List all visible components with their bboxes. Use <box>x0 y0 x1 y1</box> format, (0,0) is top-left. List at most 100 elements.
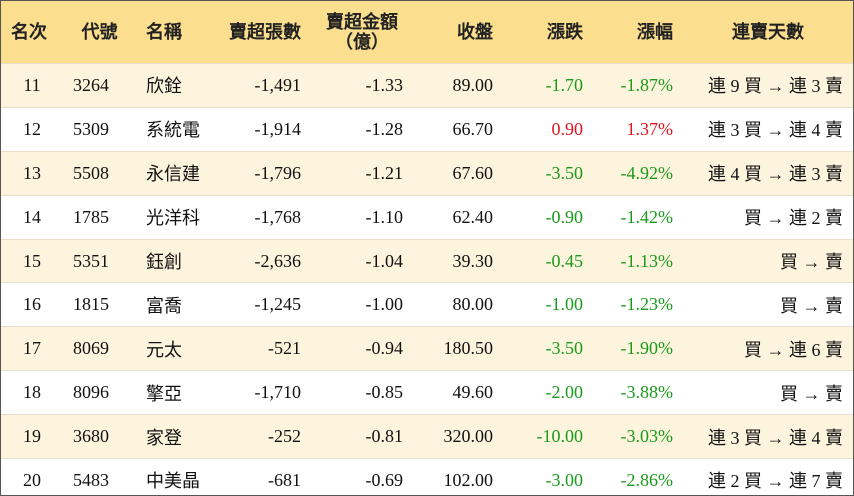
table-cell: 16 <box>1 282 63 327</box>
table-cell: 永信建 <box>136 150 216 196</box>
header-cell: 賣超金額 （億） <box>311 1 413 64</box>
table-cell: 鈺創 <box>136 238 216 283</box>
table-cell: -1.70 <box>503 63 593 108</box>
table-cell: -681 <box>216 458 311 495</box>
table-cell: 元太 <box>136 326 216 371</box>
table-cell: 39.30 <box>413 238 503 283</box>
table-cell: -3.88% <box>593 370 683 415</box>
table-row: 20 5483 中美晶 -681 -0.69 102.00 -3.00 -2.86% 連 2 買… <box>1 458 853 495</box>
header-cell: 名稱 <box>136 1 216 64</box>
table-cell: 家登 <box>136 414 216 459</box>
table-cell: 1815 <box>63 282 136 327</box>
table-row: 17 8069 元太 -521 -0.94 180.50 -3.50 -1.90% 買 → 連 … <box>1 326 853 371</box>
table-cell: -0.85 <box>311 370 413 415</box>
table-row: 19 3680 家登 -252 -0.81 320.00 -10.00 -3.03% 連 3 買… <box>1 414 853 459</box>
header-cell: 代號 <box>63 1 136 64</box>
table-cell: 8069 <box>63 326 136 371</box>
table-cell: -1,245 <box>216 282 311 327</box>
table-row: 16 1815 富喬 -1,245 -1.00 80.00 -1.00 -1.23% 買 → 賣 <box>1 282 853 327</box>
table-cell: 買 → 連 2 賣 <box>683 194 853 240</box>
header-cell: 漲跌 <box>503 1 593 64</box>
table-cell: -10.00 <box>503 414 593 459</box>
table-cell: 連 3 買 → 連 4 賣 <box>683 106 853 152</box>
table-row: 12 5309 系統電 -1,914 -1.28 66.70 0.90 1.37% 連 3 買 … <box>1 106 853 152</box>
table-cell: 連 2 買 → 連 7 賣 <box>683 458 853 495</box>
table-cell: 擎亞 <box>136 370 216 415</box>
table-cell: -1.42% <box>593 194 683 240</box>
table-cell: 連 4 買 → 連 3 賣 <box>683 150 853 196</box>
table-cell: -3.00 <box>503 458 593 495</box>
table-cell: -1.04 <box>311 238 413 283</box>
table-cell: 13 <box>1 150 63 196</box>
table-cell: -252 <box>216 414 311 459</box>
table-cell: 3680 <box>63 414 136 459</box>
table-cell: 1785 <box>63 194 136 240</box>
table-cell: 49.60 <box>413 370 503 415</box>
header-cell: 連賣天數 <box>683 1 853 64</box>
table-cell: -0.81 <box>311 414 413 459</box>
table-cell: 買 → 賣 <box>683 238 853 283</box>
table-cell: 5351 <box>63 238 136 283</box>
table-cell: -0.69 <box>311 458 413 495</box>
header-row: 名次 代號 名稱 賣超張數 賣超金額 （億） 收盤 漲跌 漲幅 連賣天數 <box>1 1 853 64</box>
table-row: 18 8096 擎亞 -1,710 -0.85 49.60 -2.00 -3.88% 買 → 賣 <box>1 370 853 415</box>
table-cell: 5508 <box>63 150 136 196</box>
table-cell: 17 <box>1 326 63 371</box>
table-cell: -521 <box>216 326 311 371</box>
table-cell: 67.60 <box>413 150 503 196</box>
table-cell: 180.50 <box>413 326 503 371</box>
table-cell: -3.50 <box>503 150 593 196</box>
table-cell: 欣銓 <box>136 63 216 108</box>
table-cell: -1.21 <box>311 150 413 196</box>
table-cell: 光洋科 <box>136 194 216 240</box>
table-cell: -0.94 <box>311 326 413 371</box>
header-cell: 名次 <box>1 1 63 64</box>
table-cell: 18 <box>1 370 63 415</box>
table-cell: 富喬 <box>136 282 216 327</box>
table-cell: -2,636 <box>216 238 311 283</box>
table-cell: -1.13% <box>593 238 683 283</box>
header-cell: 收盤 <box>413 1 503 64</box>
table-cell: 3264 <box>63 63 136 108</box>
table-row: 13 5508 永信建 -1,796 -1.21 67.60 -3.50 -4.92% 連 4 … <box>1 150 853 196</box>
table-cell: -2.00 <box>503 370 593 415</box>
table-cell: -1.00 <box>503 282 593 327</box>
table-cell: 1.37% <box>593 106 683 152</box>
table-cell: -1.90% <box>593 326 683 371</box>
table-cell: 8096 <box>63 370 136 415</box>
table-cell: 11 <box>1 63 63 108</box>
table-cell: -0.90 <box>503 194 593 240</box>
table-cell: -3.03% <box>593 414 683 459</box>
table-cell: 買 → 賣 <box>683 370 853 415</box>
table-cell: 20 <box>1 458 63 495</box>
table-cell: -1,768 <box>216 194 311 240</box>
table-cell: 買 → 連 6 賣 <box>683 326 853 371</box>
table-cell: -4.92% <box>593 150 683 196</box>
table-cell: -1,491 <box>216 63 311 108</box>
table-cell: 5483 <box>63 458 136 495</box>
header-cell: 賣超張數 <box>216 1 311 64</box>
table-cell: 89.00 <box>413 63 503 108</box>
header-cell: 漲幅 <box>593 1 683 64</box>
table-cell: -1.28 <box>311 106 413 152</box>
table-cell: 320.00 <box>413 414 503 459</box>
table-cell: 66.70 <box>413 106 503 152</box>
table-cell: -1.87% <box>593 63 683 108</box>
table-cell: -1,914 <box>216 106 311 152</box>
table-cell: 連 9 買 → 連 3 賣 <box>683 63 853 108</box>
table-cell: 5309 <box>63 106 136 152</box>
table-cell: -0.45 <box>503 238 593 283</box>
table-row: 15 5351 鈺創 -2,636 -1.04 39.30 -0.45 -1.13% 買 → 賣 <box>1 238 853 283</box>
table-cell: 0.90 <box>503 106 593 152</box>
table-row: 11 3264 欣銓 -1,491 -1.33 89.00 -1.70 -1.87% 連 9 買… <box>1 63 853 108</box>
table-cell: 62.40 <box>413 194 503 240</box>
table-cell: 中美晶 <box>136 458 216 495</box>
table-cell: 14 <box>1 194 63 240</box>
table-cell: 19 <box>1 414 63 459</box>
table-cell: -1.00 <box>311 282 413 327</box>
table-cell: 買 → 賣 <box>683 282 853 327</box>
table-cell: 15 <box>1 238 63 283</box>
table-cell: -1,796 <box>216 150 311 196</box>
